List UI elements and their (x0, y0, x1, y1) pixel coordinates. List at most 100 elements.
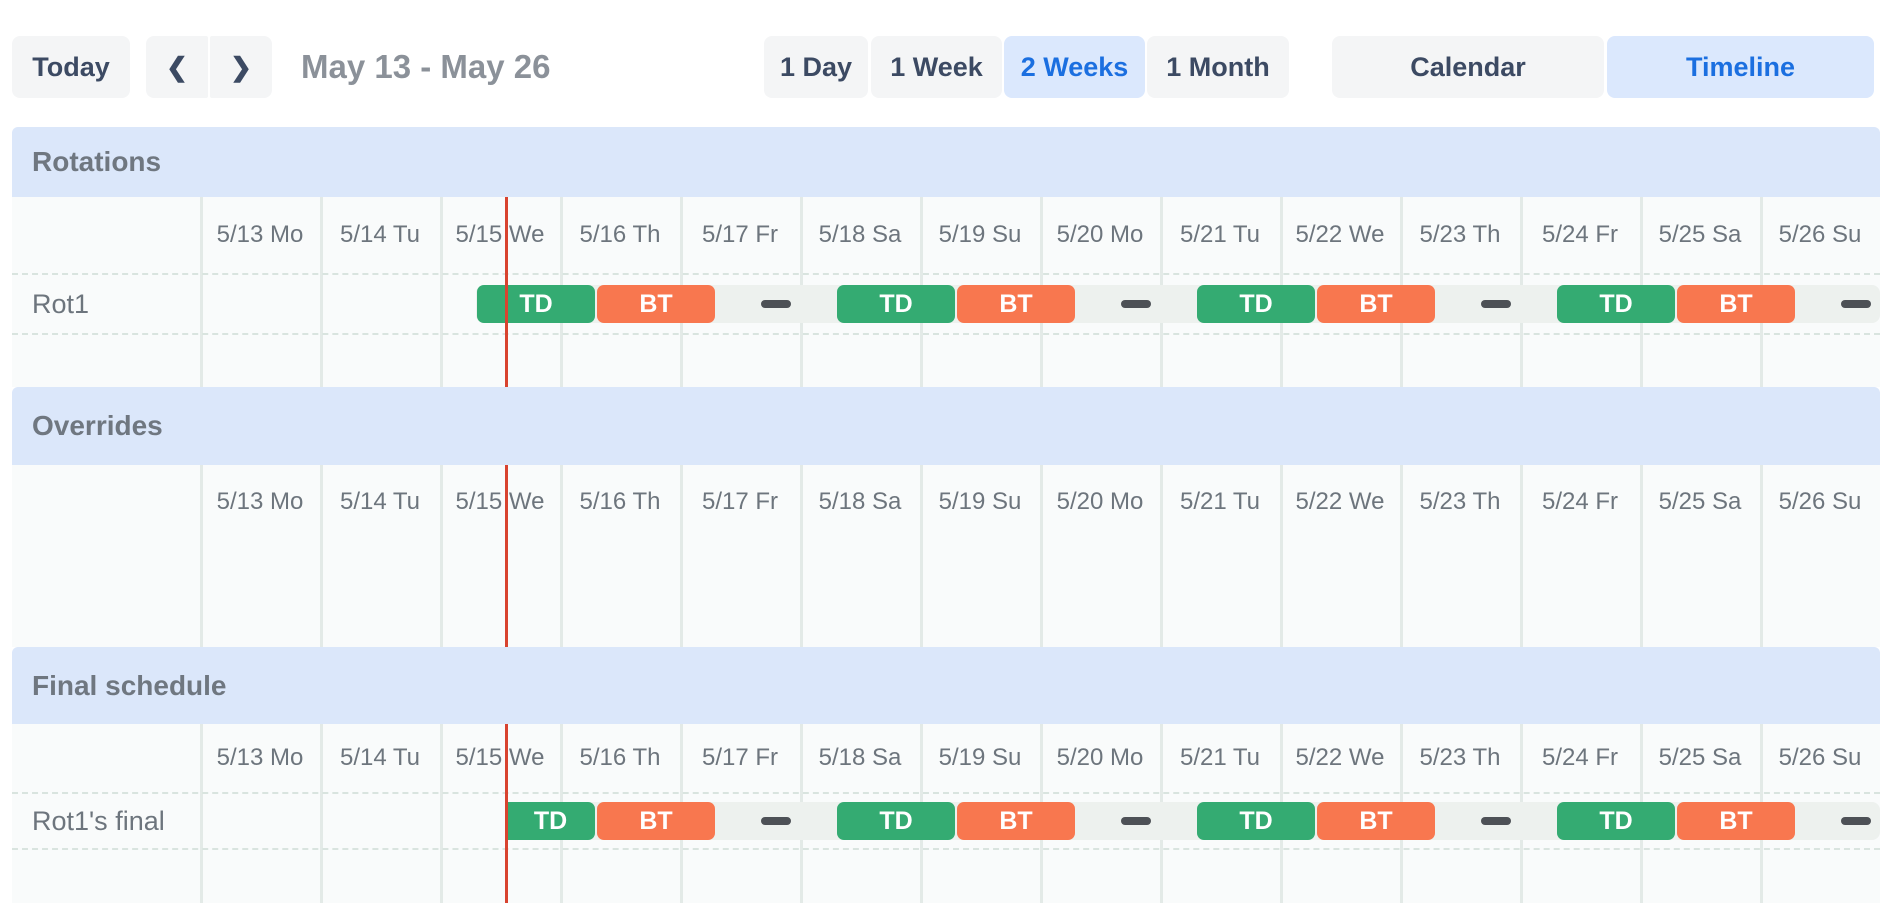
date-cell: 5/26 Su (1778, 744, 1862, 771)
schedule-row-rot1: Rot1 TD BT TD BT TD BT TD BT (12, 273, 1880, 335)
view-button-1-week[interactable]: 1 Week (871, 36, 1002, 98)
date-cell: 5/14 Tu (339, 221, 421, 248)
date-cell: 5/16 Th (579, 744, 661, 771)
date-cell: 5/18 Sa (818, 488, 902, 515)
date-cell: 5/14 Tu (339, 744, 421, 771)
date-cell: 5/21 Tu (1179, 488, 1261, 515)
date-cell: 5/21 Tu (1179, 744, 1261, 771)
shift-block-td[interactable]: TD (837, 285, 955, 323)
date-cell: 5/18 Sa (818, 221, 902, 248)
gap-dash (1841, 817, 1871, 825)
grid-line (320, 197, 323, 387)
shift-block-td[interactable]: TD (1557, 285, 1675, 323)
view-button-1-day[interactable]: 1 Day (764, 36, 868, 98)
grid-line (1160, 465, 1163, 647)
date-cell: 5/13 Mo (216, 488, 304, 515)
row-label: Rot1's final (32, 805, 165, 836)
mode-button-calendar[interactable]: Calendar (1332, 36, 1604, 98)
section-final-schedule: Final schedule 5/13 Mo 5/14 Tu 5/15 We 5/16 … (12, 647, 1880, 903)
date-cell: 5/17 Fr (701, 221, 779, 248)
grid-line (320, 724, 323, 903)
section-content: 5/13 Mo 5/14 Tu 5/15 We 5/16 Th 5/17 Fr 5/18 … (12, 724, 1880, 903)
gap-dash (1481, 300, 1511, 308)
grid-line (440, 465, 443, 647)
section-header-final-schedule: Final schedule (12, 647, 1880, 724)
date-cell: 5/15 We (455, 221, 545, 248)
section-rotations: Rotations 5/13 Mo 5/14 Tu 5/15 We 5/16 Th 5/1… (12, 127, 1880, 387)
date-header-row: 5/13 Mo 5/14 Tu 5/15 We 5/16 Th 5/17 Fr 5/18 … (12, 724, 1880, 792)
gap-dash (1121, 300, 1151, 308)
grid-line (560, 465, 563, 647)
date-cell: 5/15 We (455, 744, 545, 771)
shift-block-bt[interactable]: BT (1677, 285, 1795, 323)
prev-button[interactable]: ❮ (146, 36, 208, 98)
grid-line (1520, 465, 1523, 647)
shift-block-td[interactable]: TD (1197, 802, 1315, 840)
date-cell: 5/25 Sa (1658, 488, 1742, 515)
today-button[interactable]: Today (12, 36, 130, 98)
grid-line (920, 465, 923, 647)
date-cell: 5/23 Th (1419, 488, 1501, 515)
shift-block-bt[interactable]: BT (957, 285, 1075, 323)
grid-line (440, 724, 443, 903)
grid-line (200, 465, 203, 647)
gap-dash (1481, 817, 1511, 825)
date-cell: 5/24 Fr (1541, 488, 1619, 515)
date-cell: 5/23 Th (1419, 221, 1501, 248)
shift-block-td[interactable]: TD (837, 802, 955, 840)
chevron-left-icon: ❮ (166, 52, 188, 82)
grid-line (680, 465, 683, 647)
view-button-1-month[interactable]: 1 Month (1147, 36, 1289, 98)
section-content: 5/13 Mo 5/14 Tu 5/15 We 5/16 Th 5/17 Fr 5/18 … (12, 197, 1880, 387)
gap-dash (1121, 817, 1151, 825)
shift-block-td[interactable]: TD (506, 802, 595, 840)
date-cell: 5/25 Sa (1658, 744, 1742, 771)
date-cell: 5/22 We (1295, 744, 1385, 771)
date-cell: 5/18 Sa (818, 744, 902, 771)
now-line (505, 724, 508, 903)
date-cell: 5/19 Su (938, 221, 1022, 248)
shift-block-bt[interactable]: BT (1317, 285, 1435, 323)
date-cell: 5/26 Su (1778, 488, 1862, 515)
date-cell: 5/20 Mo (1056, 488, 1144, 515)
mode-button-timeline[interactable]: Timeline (1607, 36, 1874, 98)
date-cell: 5/15 We (455, 488, 545, 515)
shift-block-td[interactable]: TD (477, 285, 595, 323)
date-cell: 5/17 Fr (701, 744, 779, 771)
date-cell: 5/13 Mo (216, 221, 304, 248)
date-header-row: 5/13 Mo 5/14 Tu 5/15 We 5/16 Th 5/17 Fr 5/18 … (12, 465, 1880, 539)
date-cell: 5/24 Fr (1541, 744, 1619, 771)
date-cell: 5/20 Mo (1056, 744, 1144, 771)
section-title: Rotations (32, 146, 162, 177)
shift-block-bt[interactable]: BT (597, 802, 715, 840)
shift-block-bt[interactable]: BT (1317, 802, 1435, 840)
shift-block-td[interactable]: TD (1557, 802, 1675, 840)
view-button-2-weeks[interactable]: 2 Weeks (1004, 36, 1145, 98)
grid-line (1640, 465, 1643, 647)
shift-block-bt[interactable]: BT (597, 285, 715, 323)
date-cell: 5/20 Mo (1056, 221, 1144, 248)
shift-block-td[interactable]: TD (1197, 285, 1315, 323)
grid-line (440, 197, 443, 387)
next-button[interactable]: ❯ (210, 36, 272, 98)
grid-line (200, 197, 203, 387)
shift-block-bt[interactable]: BT (1677, 802, 1795, 840)
date-cell: 5/25 Sa (1658, 221, 1742, 248)
section-header-overrides: Overrides (12, 387, 1880, 465)
date-cell: 5/26 Su (1778, 221, 1862, 248)
date-header-row: 5/13 Mo 5/14 Tu 5/15 We 5/16 Th 5/17 Fr 5/18 … (12, 197, 1880, 273)
section-content: 5/13 Mo 5/14 Tu 5/15 We 5/16 Th 5/17 Fr 5/18 … (12, 465, 1880, 647)
date-cell: 5/13 Mo (216, 744, 304, 771)
date-cell: 5/22 We (1295, 221, 1385, 248)
date-cell: 5/14 Tu (339, 488, 421, 515)
grid-line (1040, 465, 1043, 647)
section-overrides: Overrides 5/13 Mo 5/14 Tu 5/15 We 5/16 Th 5/1… (12, 387, 1880, 647)
section-title: Final schedule (32, 669, 227, 701)
now-line (505, 465, 508, 647)
date-cell: 5/21 Tu (1179, 221, 1261, 248)
gap-dash (1841, 300, 1871, 308)
row-label: Rot1 (32, 288, 90, 319)
date-range-title: May 13 - May 26 (301, 48, 551, 85)
date-cell: 5/24 Fr (1541, 221, 1619, 248)
shift-block-bt[interactable]: BT (957, 802, 1075, 840)
